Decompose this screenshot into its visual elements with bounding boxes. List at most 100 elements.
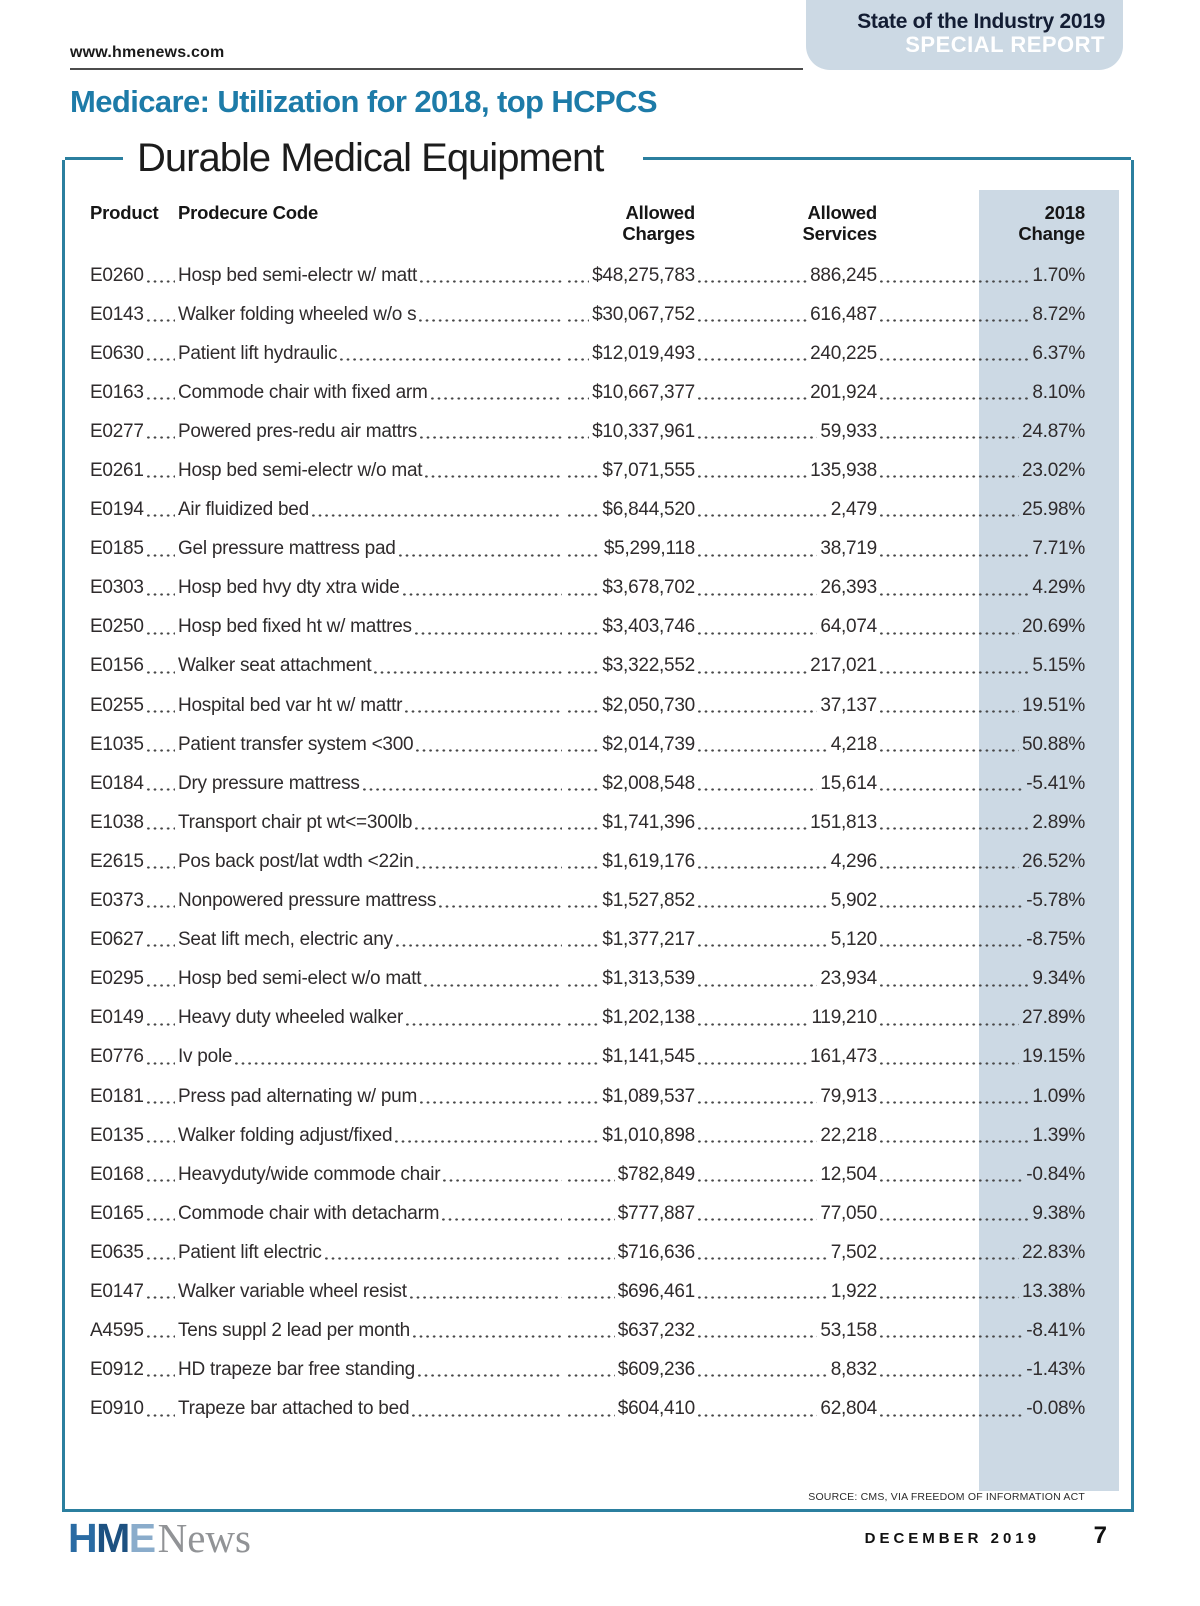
product-description: Pos back post/lat wdth <22in [178,850,414,872]
change-value: -8.75% [1026,929,1085,951]
table-row: E0149 Heavy duty wheeled walker $1,202,1… [90,999,1085,1038]
allowed-charges-value: $3,322,552 [602,655,695,677]
allowed-charges-value: $604,410 [617,1398,696,1420]
dot-leader [235,1061,562,1066]
allowed-services-value: 4,218 [830,733,878,755]
dot-leader [698,1100,818,1105]
change-value: 1.70% [1032,264,1085,286]
allowed-services-value: 201,924 [810,381,877,403]
dot-leader [146,670,175,675]
table-row: E0303 Hosp bed hvy dty xtra wide $3,678,… [90,569,1085,608]
dot-leader [880,827,1030,831]
allowed-services-value: 886,245 [810,264,877,286]
change-value: 9.38% [1032,1202,1085,1224]
change-value: 22.83% [1022,1241,1085,1263]
product-code: E0776 [90,1046,144,1068]
dot-leader [146,1179,175,1183]
dot-leader [568,905,600,909]
product-code: E0163 [90,381,144,403]
product-code: E0261 [90,460,144,482]
dot-leader [146,397,175,401]
dot-leader [880,631,1020,636]
product-code: E1035 [90,733,144,755]
dot-leader [311,514,562,518]
dot-leader [146,866,175,870]
dot-leader [568,1218,615,1222]
column-header-change: 2018 Change [1018,202,1085,244]
dot-leader [880,1061,1020,1066]
dot-leader [568,1374,615,1378]
allowed-services-value: 22,218 [820,1124,877,1146]
dot-leader [880,905,1024,909]
dot-leader [146,1139,175,1144]
product-code: E2615 [90,850,144,872]
dot-leader [698,1061,808,1066]
dot-leader [880,788,1024,792]
product-description: Gel pressure mattress pad [178,538,396,560]
change-value: 8.72% [1032,303,1085,325]
dot-leader [698,397,808,401]
dot-leader [442,1218,562,1222]
allowed-services-value: 38,719 [820,538,877,560]
table-row: E0184 Dry pressure mattress $2,008,548 1… [90,764,1085,803]
product-description: Patient lift hydraulic [178,342,338,364]
product-code: E0277 [90,420,144,442]
product-description: Commode chair with detacharm [178,1202,440,1224]
change-value: 20.69% [1022,616,1085,638]
dot-leader [698,1374,828,1378]
badge-title: State of the Industry 2019 [857,10,1105,33]
change-value: -1.43% [1026,1359,1085,1381]
table-row: E1035 Patient transfer system <300 $2,01… [90,725,1085,764]
dot-leader [698,1022,809,1027]
allowed-charges-value: $1,527,852 [602,890,695,912]
dot-leader [146,788,175,792]
product-description: HD trapeze bar free standing [178,1359,415,1381]
product-description: Heavy duty wheeled walker [178,1007,404,1029]
dot-leader [416,748,562,753]
dot-leader [374,670,562,675]
dot-leader [568,1022,600,1027]
change-value: -5.41% [1026,772,1085,794]
dot-leader [568,279,590,284]
allowed-services-value: 79,913 [820,1085,877,1107]
dot-leader [415,827,562,831]
change-value: 27.89% [1022,1007,1085,1029]
allowed-services-value: 240,225 [810,342,877,364]
column-header-code: Prodecure Code [178,202,319,223]
table-row: E0261 Hosp bed semi-electr w/o mat $7,07… [90,451,1085,490]
dot-leader [340,358,562,362]
allowed-services-value: 7,502 [830,1241,878,1263]
allowed-charges-value: $1,010,898 [602,1124,695,1146]
dot-leader [698,1335,818,1339]
dot-leader [414,631,562,636]
allowed-services-value: 135,938 [810,460,877,482]
dot-leader [395,1139,562,1144]
allowed-charges-value: $1,202,138 [602,1007,695,1029]
product-code: E0143 [90,303,144,325]
dot-leader [568,397,590,401]
table-row: E0165 Commode chair with detacharm $777,… [90,1194,1085,1233]
allowed-services-value: 616,487 [810,303,877,325]
dot-leader [568,709,600,714]
change-value: 7.71% [1032,538,1085,560]
dot-leader [146,436,175,440]
dot-leader [568,1296,615,1300]
allowed-services-value: 5,902 [830,890,878,912]
dot-leader [146,279,175,284]
dot-leader [420,279,562,284]
dot-leader [698,788,818,792]
header-rule [70,68,803,70]
dot-leader [568,1139,600,1144]
product-code: E0630 [90,342,144,364]
change-value: 13.38% [1022,1280,1085,1302]
product-description: Hosp bed semi-elect w/o matt [178,968,422,990]
dot-leader [880,1374,1024,1378]
table-row: E0630 Patient lift hydraulic $12,019,493… [90,334,1085,373]
dot-leader [698,1296,828,1300]
table-row: E0295 Hosp bed semi-elect w/o matt $1,31… [90,960,1085,999]
product-code: E0185 [90,538,144,560]
table-box: Durable Medical Equipment Product Prodec… [62,138,1134,1512]
dot-leader [146,1257,175,1261]
change-value: 5.15% [1032,655,1085,677]
dot-leader [146,1100,175,1105]
